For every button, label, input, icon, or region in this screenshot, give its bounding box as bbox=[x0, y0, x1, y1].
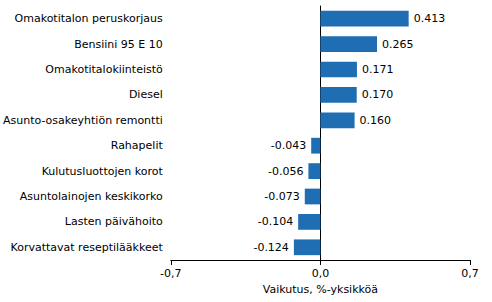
svg-text:Omakotitalokiinteistö: Omakotitalokiinteistö bbox=[45, 63, 163, 76]
svg-text:-0.073: -0.073 bbox=[264, 190, 299, 203]
svg-text:Vaikutus, %-yksikköä: Vaikutus, %-yksikköä bbox=[263, 283, 378, 296]
svg-text:0,7: 0,7 bbox=[461, 267, 479, 280]
svg-text:0.160: 0.160 bbox=[360, 114, 392, 127]
svg-text:-0,7: -0,7 bbox=[160, 267, 181, 280]
svg-text:Bensiini 95 E 10: Bensiini 95 E 10 bbox=[74, 38, 163, 51]
svg-text:0.265: 0.265 bbox=[382, 38, 414, 51]
svg-text:0,0: 0,0 bbox=[312, 267, 330, 280]
svg-text:-0.104: -0.104 bbox=[258, 215, 293, 228]
svg-text:0.170: 0.170 bbox=[362, 88, 394, 101]
svg-text:0.413: 0.413 bbox=[414, 12, 446, 25]
svg-text:Lasten päivähoito: Lasten päivähoito bbox=[65, 215, 163, 228]
svg-text:Diesel: Diesel bbox=[129, 88, 163, 101]
svg-text:-0.124: -0.124 bbox=[253, 241, 288, 254]
svg-text:Asuntolainojen keskikorko: Asuntolainojen keskikorko bbox=[20, 190, 163, 203]
svg-text:Korvattavat reseptilääkkeet: Korvattavat reseptilääkkeet bbox=[11, 241, 164, 254]
svg-text:-0.056: -0.056 bbox=[268, 165, 303, 178]
svg-text:-0.043: -0.043 bbox=[271, 139, 306, 152]
svg-text:Omakotitalon peruskorjaus: Omakotitalon peruskorjaus bbox=[15, 12, 163, 25]
svg-text:Rahapelit: Rahapelit bbox=[111, 139, 164, 152]
svg-text:Kulutusluottojen korot: Kulutusluottojen korot bbox=[42, 165, 164, 178]
svg-text:0.171: 0.171 bbox=[362, 63, 394, 76]
svg-text:Asunto-osakeyhtiön remontti: Asunto-osakeyhtiön remontti bbox=[3, 114, 163, 127]
